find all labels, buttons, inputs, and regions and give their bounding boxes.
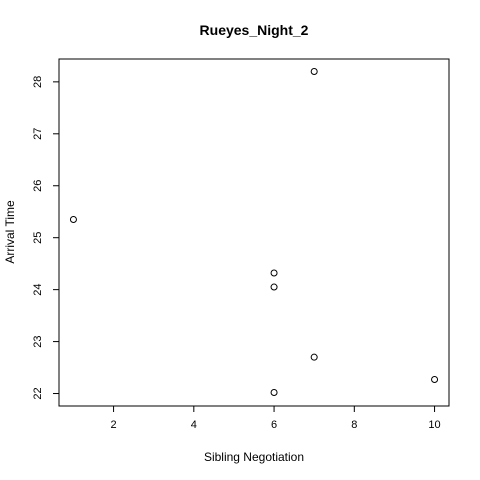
y-axis-label: Arrival Time	[3, 200, 17, 264]
x-tick-label: 2	[111, 419, 117, 431]
x-tick-label: 4	[191, 419, 197, 431]
chart-title: Rueyes_Night_2	[200, 22, 309, 38]
x-axis: 2 4 6 8 10	[111, 406, 441, 431]
y-tick-label: 22	[32, 387, 44, 399]
x-tick-label: 10	[428, 419, 440, 431]
y-tick-label: 25	[32, 232, 44, 244]
x-tick-label: 8	[351, 419, 357, 431]
x-axis-label: Sibling Negotiation	[204, 450, 304, 464]
data-point	[69, 216, 77, 224]
data-points	[69, 67, 439, 396]
data-point	[270, 269, 278, 277]
plot-box	[58, 58, 450, 407]
y-tick-label: 23	[32, 335, 44, 347]
y-tick-label: 24	[32, 284, 44, 296]
data-point	[431, 376, 439, 384]
data-point	[310, 353, 318, 361]
y-axis: 22 23 24 25 26 27 28	[32, 76, 59, 400]
data-point	[270, 283, 278, 291]
data-point	[270, 388, 278, 396]
y-tick-label: 26	[32, 180, 44, 192]
data-point	[310, 67, 318, 75]
y-tick-label: 27	[32, 128, 44, 140]
y-tick-label: 28	[32, 76, 44, 88]
x-tick-label: 6	[271, 419, 277, 431]
